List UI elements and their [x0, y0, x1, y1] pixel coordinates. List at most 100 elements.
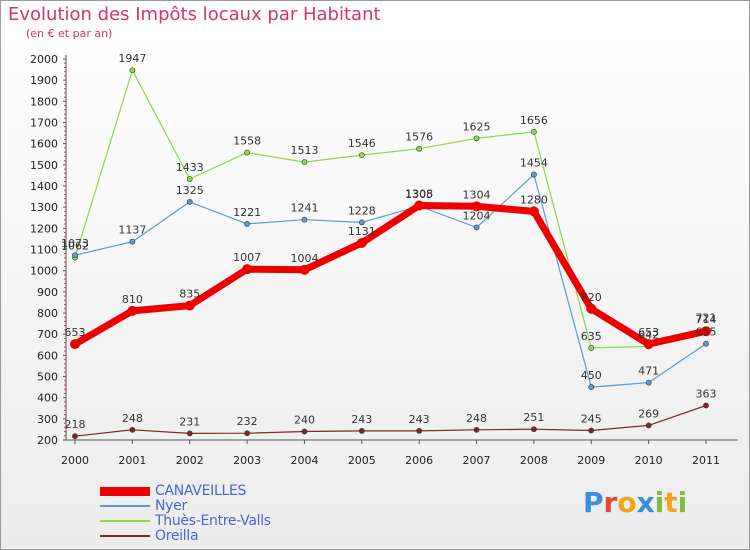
y-tick-label: 2000 [30, 53, 58, 66]
data-point [356, 237, 367, 248]
legend-swatch [100, 505, 150, 507]
legend-swatch [100, 520, 150, 522]
y-tick-label: 1900 [30, 74, 58, 87]
y-tick-label: 300 [37, 413, 58, 426]
data-point [703, 402, 709, 409]
data-label: 1004 [290, 252, 318, 265]
data-label: 1454 [520, 157, 548, 170]
data-label: 1221 [233, 206, 261, 219]
y-tick-label: 900 [37, 286, 58, 299]
data-point [129, 238, 136, 245]
y-tick-label: 1300 [30, 201, 58, 214]
logo-letter: i [654, 486, 665, 519]
y-tick-label: 400 [37, 392, 58, 405]
data-point [703, 340, 709, 347]
y-tick-label: 1400 [30, 180, 58, 193]
data-label: 471 [638, 365, 659, 378]
data-label: 1073 [61, 237, 89, 250]
data-label: 1325 [176, 184, 204, 197]
data-label: 1625 [463, 120, 491, 133]
data-label: 1131 [348, 225, 376, 238]
data-label: 653 [638, 326, 659, 339]
data-label: 1280 [520, 193, 548, 206]
axes: 200 300 400 500 600 700 800 900 1000 1100 1200 1300… [30, 53, 738, 467]
data-label: 1576 [405, 131, 433, 144]
x-tick-label: 2001 [118, 454, 146, 467]
data-label: 1433 [176, 161, 204, 174]
data-point [588, 345, 595, 351]
legend-label: Oreilla [155, 528, 199, 544]
data-point [588, 427, 595, 434]
data-label: 231 [179, 415, 200, 428]
data-point [471, 201, 482, 212]
data-point [358, 219, 365, 226]
data-point [244, 430, 250, 437]
data-label: 1308 [405, 187, 433, 200]
data-point [643, 339, 654, 350]
legend-label: CANAVEILLES [155, 483, 247, 499]
y-tick-label: 1200 [30, 222, 58, 235]
data-label: 1007 [233, 251, 261, 264]
data-label: 820 [581, 291, 602, 304]
data-point [70, 339, 80, 350]
logo-letter: P [583, 486, 604, 519]
y-tick-label: 700 [37, 328, 58, 341]
logo-letter: i [677, 486, 688, 519]
data-point [129, 426, 136, 433]
y-tick-label: 1000 [30, 265, 58, 278]
y-tick-label: 600 [37, 349, 58, 362]
x-tick-label: 2006 [405, 454, 433, 467]
data-point [701, 326, 711, 337]
y-tick-label: 200 [37, 434, 58, 447]
data-point [244, 149, 250, 156]
data-label: 1513 [290, 144, 318, 157]
series-line-2 [74, 69, 707, 349]
data-label: 835 [179, 288, 200, 301]
data-point [301, 428, 308, 435]
data-point [416, 145, 423, 152]
x-tick-label: 2008 [520, 454, 548, 467]
legend-swatch [100, 486, 150, 496]
data-label: 1304 [463, 188, 491, 201]
legend-swatch [100, 535, 150, 537]
data-point [184, 300, 195, 311]
x-tick-label: 2004 [290, 454, 318, 467]
data-point [127, 305, 138, 316]
data-point [358, 427, 365, 434]
data-label: 269 [638, 407, 659, 420]
data-point [242, 264, 253, 275]
data-point [531, 426, 537, 433]
x-tick-label: 2002 [176, 454, 204, 467]
logo-letter: t [664, 486, 678, 519]
data-label: 1137 [118, 224, 146, 237]
data-label: 1305 [405, 188, 433, 201]
x-tick-label: 2009 [577, 454, 605, 467]
x-tick-label: 2005 [348, 454, 376, 467]
data-label: 635 [581, 330, 602, 343]
data-label: 1546 [348, 137, 376, 150]
data-point [473, 224, 480, 231]
data-point [72, 433, 78, 440]
logo-letter: o [617, 486, 637, 519]
proxiti-logo: Proxiti [583, 486, 687, 519]
data-point [301, 216, 308, 223]
data-point [301, 159, 308, 165]
data-point [586, 303, 597, 314]
data-point [531, 171, 537, 178]
data-label: 450 [581, 369, 602, 382]
data-label: 243 [351, 413, 372, 426]
data-point [186, 430, 193, 437]
chart-title: Evolution des Impôts locaux par Habitant [8, 4, 381, 25]
x-tick-label: 2003 [233, 454, 261, 467]
data-point [588, 384, 595, 390]
data-label: 655 [696, 326, 717, 339]
y-tick-label: 1600 [30, 138, 58, 151]
data-label: 1228 [348, 204, 376, 217]
data-label: 810 [122, 293, 143, 306]
data-label: 1656 [520, 114, 548, 127]
data-point [186, 176, 193, 182]
x-tick-label: 2011 [692, 454, 720, 467]
data-label: 721 [696, 312, 717, 325]
